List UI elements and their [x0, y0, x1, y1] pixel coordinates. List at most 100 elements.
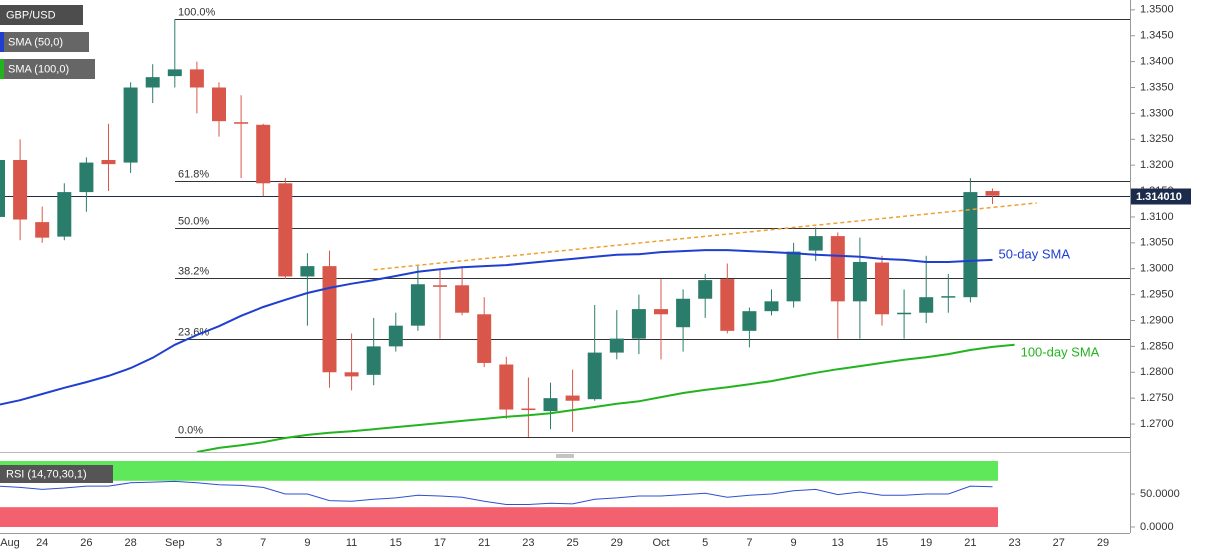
x-tick-label: 23	[1008, 537, 1020, 549]
x-tick-label: 25	[566, 537, 578, 549]
y-tick-label: 1.3050	[1140, 237, 1174, 249]
y-tick-label: 1.3200	[1140, 159, 1174, 171]
sma-line	[0, 249, 993, 406]
y-tick-label: 1.3250	[1140, 133, 1174, 145]
candle-body	[167, 69, 182, 77]
x-tick-label: 13	[832, 537, 844, 549]
x-tick-label: 5	[702, 537, 708, 549]
x-tick-label: 9	[791, 537, 797, 549]
candle-body	[13, 159, 28, 220]
y-tick-label: 1.3400	[1140, 56, 1174, 68]
candle-body	[830, 236, 845, 302]
candle-body	[35, 222, 50, 238]
y-tick-label: 1.3450	[1140, 30, 1174, 42]
candle-body	[410, 284, 425, 326]
x-tick-label: 29	[1097, 537, 1109, 549]
candle-body	[941, 296, 956, 298]
rsi-band	[0, 460, 998, 481]
candle-body	[256, 124, 271, 184]
y-tick-label: 1.3350	[1140, 81, 1174, 93]
y-tick-label: 1.2950	[1140, 289, 1174, 301]
candle-body	[742, 311, 757, 331]
axes: 1.3500 1.3450 1.3400 1.3350 1.3300 1.3250 1.32…	[0, 0, 1191, 549]
x-tick-label: 9	[304, 537, 310, 549]
x-tick-label: Oct	[652, 537, 669, 549]
x-tick-label: 26	[80, 537, 92, 549]
x-tick-label: 24	[36, 537, 48, 549]
rsi-line	[0, 480, 993, 505]
x-tick-label: 7	[746, 537, 752, 549]
candle-body	[477, 314, 492, 363]
candle-body	[212, 87, 226, 122]
candle-body	[300, 266, 315, 277]
y-tick-label: 1.2900	[1140, 314, 1174, 326]
candle-body	[234, 122, 249, 124]
candle-body	[808, 236, 823, 251]
candle-body	[433, 285, 447, 287]
x-tick-label: 29	[611, 537, 623, 549]
candle-body	[57, 192, 72, 237]
fib-label: 100.0%	[178, 6, 216, 18]
legend-box	[0, 59, 95, 79]
candle-body	[720, 279, 735, 331]
fib-label: 38.2%	[178, 265, 209, 277]
candle-body	[897, 312, 912, 315]
candle-body	[322, 266, 337, 373]
candle-body	[455, 285, 470, 313]
candle-body	[366, 346, 381, 375]
fib-label: 61.8%	[178, 168, 209, 180]
candle-body	[919, 297, 934, 313]
candle-body	[101, 159, 116, 165]
candle-body	[985, 191, 1000, 196]
candle-body	[852, 261, 867, 302]
last-price-label: 1.314010	[1136, 191, 1182, 203]
y-tick-label: 50.0000	[1140, 488, 1180, 500]
candle-body	[676, 298, 691, 328]
y-tick-label: 1.3000	[1140, 263, 1174, 275]
sma-label: 50-day SMA	[999, 246, 1071, 261]
x-tick-label: 17	[434, 537, 446, 549]
legend-title: GBP/USD	[6, 9, 56, 21]
x-tick-label: 27	[1053, 537, 1065, 549]
candle-body	[609, 338, 624, 353]
y-tick-label: 1.3100	[1140, 211, 1174, 223]
rsi-band	[0, 507, 998, 527]
price-plot: 100.0% 61.8% 50.0% 38.2% 23.6% 0.0% 50-day SMA…	[0, 6, 1130, 452]
candle-body	[631, 309, 646, 339]
rsi-plot	[0, 460, 998, 527]
candle-body	[344, 372, 359, 377]
legend-swatch	[0, 59, 4, 79]
x-tick-label: 3	[216, 537, 222, 549]
candle-body	[145, 77, 160, 88]
candle-body	[0, 159, 5, 217]
x-tick-label: 15	[876, 537, 888, 549]
x-tick-label: 21	[478, 537, 490, 549]
trendline	[373, 202, 1037, 271]
candle-body	[875, 262, 889, 315]
fib-label: 0.0%	[178, 424, 203, 436]
x-tick-label: 19	[920, 537, 932, 549]
sma-line	[196, 343, 1015, 452]
last-price-box	[1131, 188, 1191, 205]
x-tick-label: 21	[964, 537, 976, 549]
candle-body	[123, 87, 138, 163]
candle-body	[278, 183, 293, 277]
candle-body	[654, 309, 668, 315]
candle-body	[786, 251, 801, 302]
candle-body	[388, 325, 403, 347]
x-tick-label: 7	[260, 537, 266, 549]
y-tick-label: 1.2750	[1140, 392, 1174, 404]
legend-entry: SMA (100,0)	[8, 63, 69, 75]
y-tick-label: 1.3500	[1140, 4, 1174, 16]
fib-label: 50.0%	[178, 215, 209, 227]
candle-body	[963, 192, 978, 298]
y-tick-label: 1.2850	[1140, 340, 1174, 352]
legend-box	[0, 5, 83, 25]
legend-entry: SMA (50,0)	[8, 36, 63, 48]
candle-body	[521, 408, 536, 411]
legend: GBP/USD SMA (50,0) SMA (100,0) RSI (14,7…	[0, 5, 113, 483]
x-tick-label: Sep	[165, 537, 185, 549]
candle-body	[543, 398, 558, 412]
candle-body	[565, 395, 580, 401]
y-tick-label: 1.2700	[1140, 418, 1174, 430]
